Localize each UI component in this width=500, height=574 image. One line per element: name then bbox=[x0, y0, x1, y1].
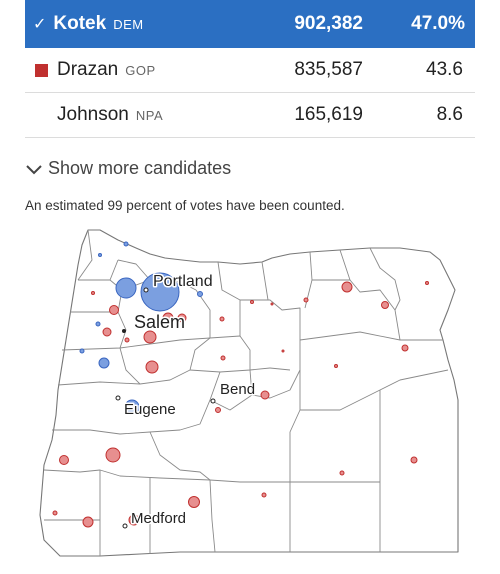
city-marker-medford bbox=[122, 523, 128, 529]
county-bubble-dem bbox=[95, 321, 101, 327]
county-bubble-gop bbox=[260, 390, 270, 400]
candidate-row: Drazan GOP 835,587 43.6 bbox=[25, 48, 475, 93]
city-marker-salem bbox=[122, 329, 126, 333]
candidate-row: Johnson NPA 165,619 8.6 bbox=[25, 93, 475, 138]
county-bubble-dem bbox=[98, 357, 110, 369]
county-bubble-gop bbox=[124, 337, 130, 343]
city-label-portland: Portland bbox=[153, 273, 213, 290]
county-bubble-gop bbox=[52, 510, 58, 516]
county-bubble-dem bbox=[123, 241, 129, 247]
county-bubble-gop bbox=[162, 312, 174, 324]
city-marker-bend bbox=[210, 398, 216, 404]
candidate-name: Drazan bbox=[57, 59, 119, 80]
county-bubble-gop bbox=[339, 470, 345, 476]
county-bubble-gop bbox=[281, 349, 285, 353]
candidate-votes: 165,619 bbox=[294, 104, 363, 125]
county-bubble-dem bbox=[115, 277, 137, 299]
county-bubble-gop bbox=[145, 360, 159, 374]
county-bubble-gop bbox=[261, 492, 267, 498]
candidate-name-cell: ✓ Kotek DEM bbox=[33, 0, 144, 48]
county-bubble-gop bbox=[105, 447, 121, 463]
candidate-name-cell: Drazan GOP bbox=[35, 48, 156, 92]
show-more-candidates-button[interactable]: Show more candidates bbox=[25, 158, 231, 179]
county-bubble-gop bbox=[82, 516, 94, 528]
county-bubble-gop bbox=[128, 514, 140, 526]
candidate-percent: 43.6 bbox=[426, 59, 463, 80]
county-bubble-dem bbox=[124, 399, 140, 415]
city-labels: Portland Salem Eugene Bend Medford bbox=[123, 272, 257, 529]
party-color-swatch bbox=[35, 63, 48, 77]
city-label-bend: Bend bbox=[220, 381, 255, 398]
county-bubble-dem bbox=[98, 253, 102, 257]
candidate-percent: 47.0% bbox=[411, 13, 465, 34]
county-bubble-gop bbox=[381, 301, 389, 309]
votes-counted-note: An estimated 99 percent of votes have be… bbox=[25, 198, 345, 213]
county-bubble-gop bbox=[109, 305, 119, 315]
candidate-name-cell: Johnson NPA bbox=[35, 93, 163, 137]
county-boundaries bbox=[39, 229, 459, 557]
county-bubble-gop bbox=[215, 407, 221, 413]
county-bubble-gop bbox=[143, 330, 157, 344]
county-bubbles bbox=[52, 241, 429, 528]
candidate-party: NPA bbox=[135, 107, 164, 123]
show-more-label: Show more candidates bbox=[48, 158, 232, 178]
county-bubble-gop bbox=[341, 281, 353, 293]
city-markers bbox=[115, 287, 216, 529]
candidate-party: DEM bbox=[113, 16, 144, 32]
candidate-votes: 835,587 bbox=[294, 59, 363, 80]
city-marker-eugene bbox=[115, 395, 121, 401]
county-bubble-gop bbox=[59, 455, 69, 465]
city-label-medford: Medford bbox=[131, 510, 186, 527]
county-bubble-dem bbox=[197, 291, 203, 297]
county-bubble-gop bbox=[91, 291, 95, 295]
county-bubble-gop bbox=[177, 313, 187, 323]
county-bubble-gop bbox=[401, 344, 409, 352]
results-table: ✓ Kotek DEM 902,382 47.0% Drazan GOP 835… bbox=[0, 0, 500, 138]
county-bubble-gop bbox=[188, 496, 200, 508]
candidate-percent: 8.6 bbox=[436, 104, 463, 125]
city-label-salem: Salem bbox=[134, 312, 185, 332]
city-label-eugene: Eugene bbox=[124, 401, 176, 418]
city-marker-portland bbox=[143, 287, 149, 293]
candidate-votes: 902,382 bbox=[294, 13, 363, 34]
county-bubble-gop bbox=[270, 302, 274, 306]
county-bubble-gop bbox=[220, 355, 226, 361]
candidate-row-winner: ✓ Kotek DEM 902,382 47.0% bbox=[25, 0, 475, 48]
county-bubble-gop bbox=[425, 281, 429, 285]
county-bubble-gop bbox=[219, 316, 225, 322]
chevron-down-icon bbox=[26, 164, 42, 174]
candidate-name: Johnson bbox=[57, 104, 129, 125]
county-bubble-gop bbox=[250, 300, 254, 304]
party-color-swatch bbox=[35, 109, 48, 122]
county-bubble-gop bbox=[334, 364, 338, 368]
county-bubble-dem bbox=[140, 272, 180, 312]
county-bubble-dem bbox=[79, 348, 85, 354]
county-results-map: Portland Salem Eugene Bend Medford bbox=[39, 229, 459, 557]
candidate-name: Kotek bbox=[53, 13, 107, 34]
county-bubble-gop bbox=[303, 297, 309, 303]
county-bubble-gop bbox=[410, 456, 418, 464]
winner-check-icon: ✓ bbox=[33, 16, 47, 33]
candidate-party: GOP bbox=[125, 62, 156, 78]
county-bubble-gop bbox=[102, 327, 112, 337]
